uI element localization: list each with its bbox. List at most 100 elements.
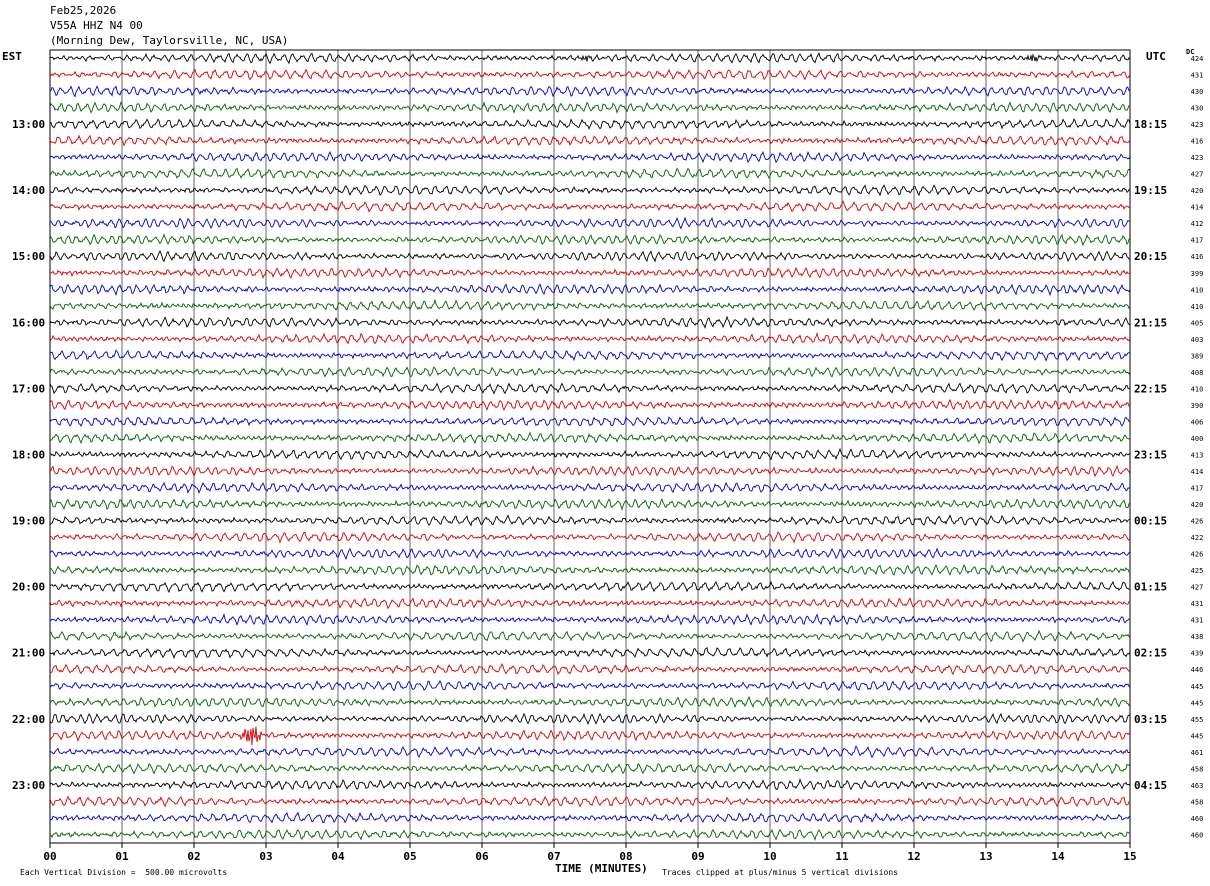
left-hour-label: 22:00 [12,713,45,726]
trace-line [49,52,1131,65]
dc-offset-label: 430 [1191,105,1204,113]
left-hour-label: 23:00 [12,779,45,792]
dc-offset-label: 438 [1191,633,1204,641]
right-hour-label: 20:15 [1134,250,1167,263]
x-tick-label: 10 [763,850,776,863]
dc-offset-label: 439 [1191,650,1204,658]
trace-line [49,266,1131,279]
trace-line [49,795,1131,808]
dc-offset-label: 414 [1191,204,1204,212]
dc-offset-label: 460 [1191,831,1204,839]
x-axis-title: TIME (MINUTES) [555,862,648,875]
trace-line [49,332,1131,345]
trace-line [49,647,1131,660]
x-tick-label: 00 [43,850,56,863]
trace-line [49,68,1131,81]
trace-line [49,184,1131,197]
trace-line [49,613,1131,627]
trace-line [49,547,1131,561]
right-hour-label: 21:15 [1134,316,1167,329]
trace-line [49,531,1131,544]
x-tick-label: 12 [907,850,920,863]
dc-offset-label: 431 [1191,600,1204,608]
dc-offset-label: 413 [1191,451,1204,459]
dc-offset-label: 417 [1191,237,1204,245]
right-hour-label: 00:15 [1134,515,1167,528]
dc-offset-label: 427 [1191,584,1204,592]
dc-offset-label: 446 [1191,666,1204,674]
x-tick-label: 08 [619,850,632,863]
dc-offset-label: 445 [1191,683,1204,691]
trace-line [49,745,1131,759]
trace-line [49,167,1131,180]
dc-offset-label: 455 [1191,716,1204,724]
trace-line [49,216,1131,230]
trace-line [49,349,1131,362]
dc-offset-label: 463 [1191,782,1204,790]
dc-offset-label: 445 [1191,732,1204,740]
trace-line [49,828,1131,841]
dc-offset-label: 461 [1191,749,1204,757]
dc-offset-label: 406 [1191,418,1204,426]
trace-line [49,398,1131,412]
dc-offset-label: 431 [1191,72,1204,80]
trace-line [49,447,1131,461]
x-tick-label: 02 [187,850,200,863]
trace-line [49,431,1131,445]
clip-note: Traces clipped at plus/minus 5 vertical … [662,868,899,877]
right-hour-label: 23:15 [1134,448,1167,461]
x-tick-label: 09 [691,850,704,863]
dc-offset-label: 423 [1191,154,1204,162]
trace-line [49,315,1131,329]
trace-line [49,726,1131,746]
trace-line [49,712,1131,726]
x-tick-label: 01 [115,850,129,863]
left-zone-label: EST [2,50,22,63]
dc-offset-label: 416 [1191,138,1204,146]
x-tick-label: 05 [403,850,416,863]
left-hour-label: 20:00 [12,581,45,594]
trace-line [49,150,1131,164]
dc-offset-label: 431 [1191,617,1204,625]
right-hour-label: 18:15 [1134,118,1167,131]
dc-offset-label: 399 [1191,270,1204,278]
trace-line [49,249,1131,263]
dc-header-label: DC [1186,48,1195,56]
header-date: Feb25,2026 [50,4,117,17]
trace-line [50,563,1131,576]
dc-offset-label: 458 [1191,798,1204,806]
trace-line [49,464,1131,478]
dc-offset-label: 408 [1191,369,1204,377]
trace-line [49,695,1131,709]
left-hour-label: 21:00 [12,647,45,660]
x-tick-label: 06 [475,850,489,863]
x-tick-label: 03 [259,850,272,863]
x-tick-label: 15 [1123,850,1136,863]
trace-line [49,662,1131,676]
trace-line [49,85,1131,98]
header-station: V55A HHZ N4 00 [50,19,143,32]
left-hour-label: 14:00 [12,184,45,197]
scale-note: Each Vertical Division = 500.00 microvol… [20,868,228,877]
header-location: (Morning Dew, Taylorsville, NC, USA) [50,34,289,47]
trace-line [49,597,1131,610]
dc-offset-label: 400 [1191,435,1204,443]
trace-line [49,580,1131,594]
trace-line [49,382,1131,395]
trace-line [49,100,1131,114]
trace-line [49,514,1131,527]
trace-line [49,298,1131,312]
trace-line [49,679,1131,692]
plot-frame [49,49,1131,844]
dc-offset-label: 420 [1191,187,1204,195]
dc-offset-label: 430 [1191,88,1204,96]
x-tick-label: 13 [979,850,992,863]
right-hour-label: 04:15 [1134,779,1167,792]
left-hour-label: 19:00 [12,515,45,528]
trace-line [49,134,1131,148]
left-hour-label: 17:00 [12,382,45,395]
dc-offset-label: 422 [1191,534,1204,542]
trace-line [49,629,1131,643]
right-hour-label: 19:15 [1134,184,1167,197]
trace-line [49,415,1131,428]
